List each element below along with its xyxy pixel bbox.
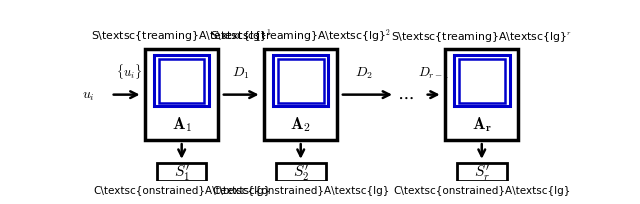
Text: $\mathbf{A_r}$: $\mathbf{A_r}$ [472,114,492,133]
Text: $\mathbf{A_2}$: $\mathbf{A_2}$ [291,114,311,133]
Bar [157,163,207,181]
Text: $\mathbf{A_1}$: $\mathbf{A_1}$ [172,114,192,133]
Bar [278,59,324,103]
Text: $D_{r-1}$: $D_{r-1}$ [418,66,449,81]
Text: S\textsc{treaming}A\textsc{lg}$^r$: S\textsc{treaming}A\textsc{lg}$^r$ [391,29,572,43]
Text: $\{u_i\}$: $\{u_i\}$ [116,62,142,81]
Text: S\textsc{treaming}A\textsc{lg}$^2$: S\textsc{treaming}A\textsc{lg}$^2$ [210,27,391,43]
Text: $\mathbf{S_r}$: $\mathbf{S_r}$ [474,72,490,91]
Text: $\mathbf{S_2}$: $\mathbf{S_2}$ [292,72,309,91]
Bar [159,59,205,103]
Bar [154,56,209,107]
Bar [264,50,337,141]
Text: C\textsc{onstrained}A\textsc{lg}: C\textsc{onstrained}A\textsc{lg} [393,185,570,195]
Text: $S_r'$: $S_r'$ [474,162,490,182]
Text: C\textsc{onstrained}A\textsc{lg}: C\textsc{onstrained}A\textsc{lg} [212,185,389,195]
Text: $S_2'$: $S_2'$ [292,162,308,182]
Text: $S_1'$: $S_1'$ [173,162,189,182]
Text: $\cdots$: $\cdots$ [397,88,413,106]
Bar [459,59,504,103]
Text: $D_2$: $D_2$ [355,66,372,81]
Text: $D_1$: $D_1$ [232,66,250,81]
Bar [445,50,518,141]
Bar [276,163,326,181]
Text: S\textsc{treaming}A\textsc{lg}$^1$: S\textsc{treaming}A\textsc{lg}$^1$ [91,27,272,43]
Bar [457,163,507,181]
Text: $u_i$: $u_i$ [83,88,95,102]
Bar [145,50,218,141]
Bar [273,56,328,107]
Text: C\textsc{onstrained}A\textsc{lg}: C\textsc{onstrained}A\textsc{lg} [93,185,270,195]
Bar [454,56,509,107]
Text: $\mathbf{S_1}$: $\mathbf{S_1}$ [173,72,190,91]
